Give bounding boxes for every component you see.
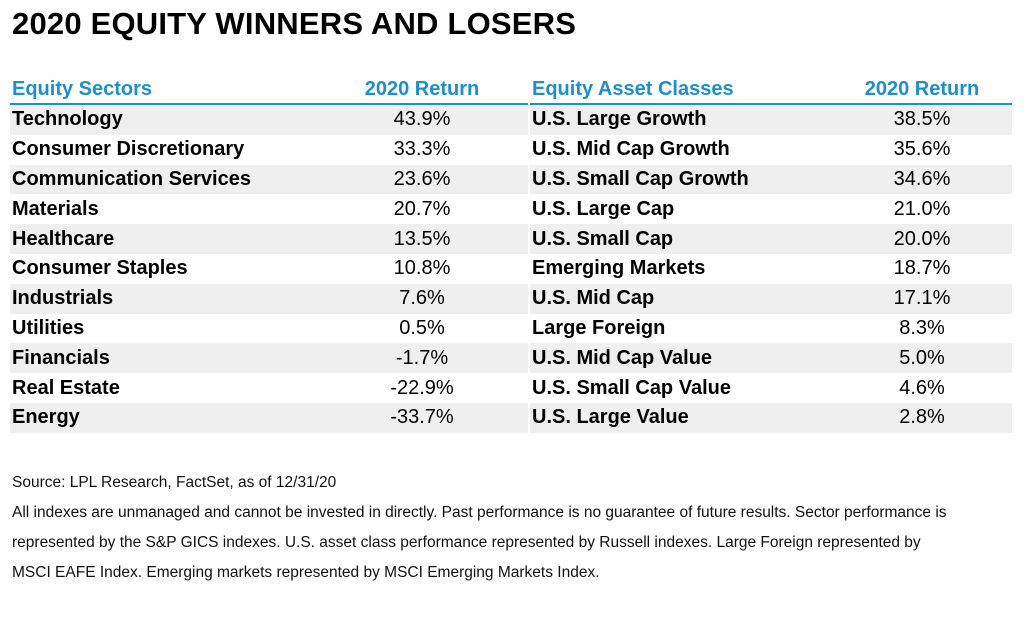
table-row: Technology 43.9% bbox=[10, 105, 528, 135]
disclaimer-note: All indexes are unmanaged and cannot be … bbox=[12, 504, 947, 581]
row-return-value: 10.8% bbox=[393, 257, 451, 280]
row-label: U.S. Large Value bbox=[532, 406, 689, 429]
table-row: U.S. Large Value 2.8% bbox=[530, 402, 1012, 433]
page-title: 2020 EQUITY WINNERS AND LOSERS bbox=[12, 6, 577, 41]
table-row: U.S. Large Growth 38.5% bbox=[530, 105, 1012, 135]
row-return-value: 20.0% bbox=[893, 227, 951, 250]
row-return-value: -22.9% bbox=[390, 376, 454, 399]
row-label: Technology bbox=[12, 108, 123, 131]
row-return-value: 17.1% bbox=[893, 287, 951, 310]
row-return-value: 13.5% bbox=[393, 227, 451, 250]
row-label: U.S. Small Cap Growth bbox=[532, 167, 749, 190]
table-row: Energy -33.7% bbox=[10, 402, 528, 433]
table-row: Consumer Staples 10.8% bbox=[10, 253, 528, 284]
column-header-sectors: Equity Sectors bbox=[12, 78, 153, 100]
row-label: Financials bbox=[12, 346, 110, 369]
row-label: U.S. Mid Cap Growth bbox=[532, 138, 730, 161]
table-row: Healthcare 13.5% bbox=[10, 224, 528, 254]
table-row: Communication Services 23.6% bbox=[10, 164, 528, 195]
row-return-value: 4.6% bbox=[899, 376, 945, 399]
column-header-return: 2020 Return bbox=[364, 78, 480, 100]
row-label: Industrials bbox=[12, 287, 114, 310]
row-label: Utilities bbox=[12, 316, 85, 339]
row-label: U.S. Mid Cap bbox=[532, 287, 655, 310]
table-row: U.S. Large Cap 21.0% bbox=[530, 194, 1012, 225]
table-row: Consumer Discretionary 33.3% bbox=[10, 134, 528, 165]
row-return-value: 38.5% bbox=[893, 108, 951, 131]
table-row: U.S. Small Cap Value 4.6% bbox=[530, 373, 1012, 403]
row-label: Materials bbox=[12, 197, 99, 220]
row-label: U.S. Mid Cap Value bbox=[532, 346, 713, 369]
table-row: Utilities 0.5% bbox=[10, 313, 528, 344]
equity-asset-classes-table: Equity Asset Classes 2020 Return U.S. La… bbox=[530, 76, 1012, 433]
equity-asset-classes-header: Equity Asset Classes 2020 Return bbox=[530, 76, 1012, 105]
equity-sectors-rows: Technology 43.9% Consumer Discretionary 33.… bbox=[10, 105, 528, 433]
row-label: U.S. Small Cap Value bbox=[532, 376, 731, 399]
table-row: U.S. Mid Cap Value 5.0% bbox=[530, 343, 1012, 374]
row-return-value: 43.9% bbox=[393, 108, 451, 131]
equity-sectors-header: Equity Sectors 2020 Return bbox=[10, 76, 528, 105]
column-header-return: 2020 Return bbox=[864, 78, 980, 100]
table-row: U.S. Mid Cap 17.1% bbox=[530, 283, 1012, 314]
column-header-asset-classes: Equity Asset Classes bbox=[532, 78, 734, 100]
row-return-value: 5.0% bbox=[899, 346, 945, 369]
table-row: U.S. Small Cap 20.0% bbox=[530, 224, 1012, 254]
row-label: Communication Services bbox=[12, 167, 251, 190]
row-label: U.S. Large Cap bbox=[532, 197, 675, 220]
equity-asset-classes-rows: U.S. Large Growth 38.5% U.S. Mid Cap Growt… bbox=[530, 105, 1012, 433]
table-row: Industrials 7.6% bbox=[10, 283, 528, 314]
row-label: Consumer Discretionary bbox=[12, 138, 245, 161]
footnotes: Source: LPL Research, FactSet, as of 12/… bbox=[12, 468, 962, 588]
source-note: Source: LPL Research, FactSet, as of 12/… bbox=[12, 474, 337, 491]
row-label: U.S. Large Growth bbox=[532, 108, 707, 131]
row-label: Consumer Staples bbox=[12, 257, 188, 280]
row-return-value: 7.6% bbox=[399, 287, 445, 310]
table-row: U.S. Mid Cap Growth 35.6% bbox=[530, 134, 1012, 165]
row-return-value: 18.7% bbox=[893, 257, 951, 280]
equity-sectors-table: Equity Sectors 2020 Return Technology 43.… bbox=[10, 76, 528, 433]
row-return-value: 35.6% bbox=[893, 138, 951, 161]
row-return-value: 2.8% bbox=[899, 406, 945, 429]
row-label: Healthcare bbox=[12, 227, 115, 250]
table-row: Financials -1.7% bbox=[10, 343, 528, 374]
table-row: Real Estate -22.9% bbox=[10, 373, 528, 403]
row-label: Real Estate bbox=[12, 376, 120, 399]
row-label: Energy bbox=[12, 406, 80, 429]
table-row: Large Foreign 8.3% bbox=[530, 313, 1012, 344]
row-return-value: 21.0% bbox=[893, 197, 951, 220]
table-row: Materials 20.7% bbox=[10, 194, 528, 225]
row-label: Large Foreign bbox=[532, 316, 666, 339]
row-return-value: 20.7% bbox=[393, 197, 451, 220]
row-return-value: 34.6% bbox=[893, 167, 951, 190]
row-return-value: -33.7% bbox=[390, 406, 454, 429]
table-row: U.S. Small Cap Growth 34.6% bbox=[530, 164, 1012, 195]
row-label: Emerging Markets bbox=[532, 257, 706, 280]
table-row: Emerging Markets 18.7% bbox=[530, 253, 1012, 284]
row-return-value: 0.5% bbox=[399, 316, 445, 339]
row-return-value: 33.3% bbox=[393, 138, 451, 161]
row-label: U.S. Small Cap bbox=[532, 227, 674, 250]
row-return-value: -1.7% bbox=[395, 346, 449, 369]
row-return-value: 8.3% bbox=[899, 316, 945, 339]
row-return-value: 23.6% bbox=[393, 167, 451, 190]
